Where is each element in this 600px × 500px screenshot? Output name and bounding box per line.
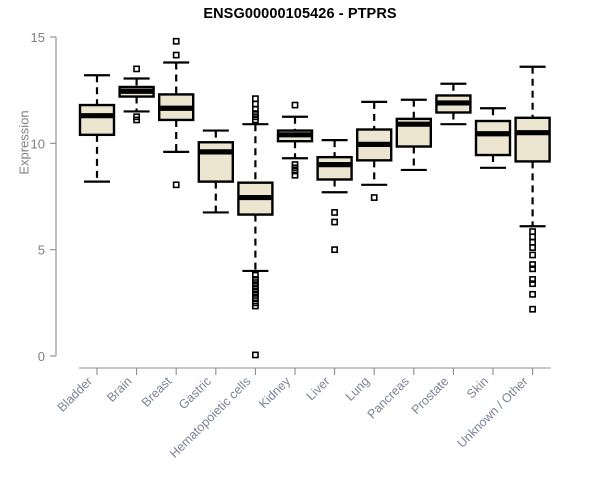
outlier-point xyxy=(252,302,259,310)
outlier-point xyxy=(529,305,536,313)
boxplot-box xyxy=(78,74,116,183)
outlier-point xyxy=(529,233,536,241)
outlier-point xyxy=(252,95,259,103)
boxplot-box xyxy=(157,37,195,189)
boxplot-box xyxy=(474,107,512,169)
boxplot-box xyxy=(237,95,274,359)
boxplot-box xyxy=(276,101,314,179)
outlier-point xyxy=(291,167,299,175)
outlier-point xyxy=(133,116,140,124)
x-tick-label: Liver xyxy=(304,374,333,403)
boxplot-box xyxy=(118,65,155,124)
box-iqr xyxy=(514,116,551,163)
outlier-point xyxy=(172,37,180,45)
outlier-point xyxy=(529,238,536,246)
y-axis: 0 5 10 15 xyxy=(31,30,57,364)
box-series xyxy=(78,37,551,359)
x-tick-label: Brain xyxy=(104,374,135,405)
box-iqr xyxy=(78,103,116,137)
outlier-point xyxy=(529,280,536,288)
outlier-point xyxy=(529,290,536,298)
boxplot-box xyxy=(395,98,432,172)
outlier-point xyxy=(252,271,259,279)
x-tick-label: Skin xyxy=(464,374,491,401)
y-tick-label: 5 xyxy=(38,243,45,258)
outlier-point xyxy=(252,295,259,302)
outlier-point xyxy=(291,101,299,109)
outlier-point xyxy=(172,51,180,59)
outlier-point xyxy=(252,351,259,359)
x-tick-label: Bladder xyxy=(55,374,95,414)
outlier-point xyxy=(529,261,536,268)
boxplot-box xyxy=(514,65,551,313)
outlier-point xyxy=(252,116,259,124)
x-tick-label: Pancreas xyxy=(365,374,412,421)
x-axis xyxy=(79,367,551,375)
outlier-point xyxy=(252,100,259,108)
x-tick-label: Kidney xyxy=(256,374,293,411)
outlier-point xyxy=(529,228,536,235)
box-iqr xyxy=(197,141,235,183)
outlier-point xyxy=(331,209,338,216)
box-iqr xyxy=(316,155,353,181)
outlier-point xyxy=(529,244,536,251)
boxplot-box xyxy=(316,139,353,254)
outlier-point xyxy=(529,276,536,283)
boxplot-box xyxy=(356,100,393,201)
y-tick-label: 15 xyxy=(31,30,45,45)
outlier-point xyxy=(370,194,378,201)
x-tick-label: Unknown / Other xyxy=(454,374,530,450)
x-tick-label: Breast xyxy=(139,374,175,410)
x-tick-label: Prostate xyxy=(409,374,452,417)
outlier-point xyxy=(331,246,338,254)
outlier-point xyxy=(172,181,180,189)
outlier-point xyxy=(133,65,140,73)
outlier-point xyxy=(529,251,536,259)
boxplot-box xyxy=(435,82,472,126)
outlier-point xyxy=(252,105,259,113)
box-iqr xyxy=(474,119,512,157)
outlier-point xyxy=(331,218,338,226)
x-tick-label: Lung xyxy=(343,374,373,404)
outlier-point xyxy=(291,171,299,179)
chart-title: ENSG00000105426 - PTPRS xyxy=(203,6,397,22)
y-tick-label: 10 xyxy=(31,136,45,151)
outlier-point xyxy=(529,265,536,273)
y-tick-label: 0 xyxy=(38,349,45,364)
boxplot-box xyxy=(197,129,235,214)
x-tick-label: Gastric xyxy=(176,374,214,412)
box-iqr xyxy=(395,117,432,148)
